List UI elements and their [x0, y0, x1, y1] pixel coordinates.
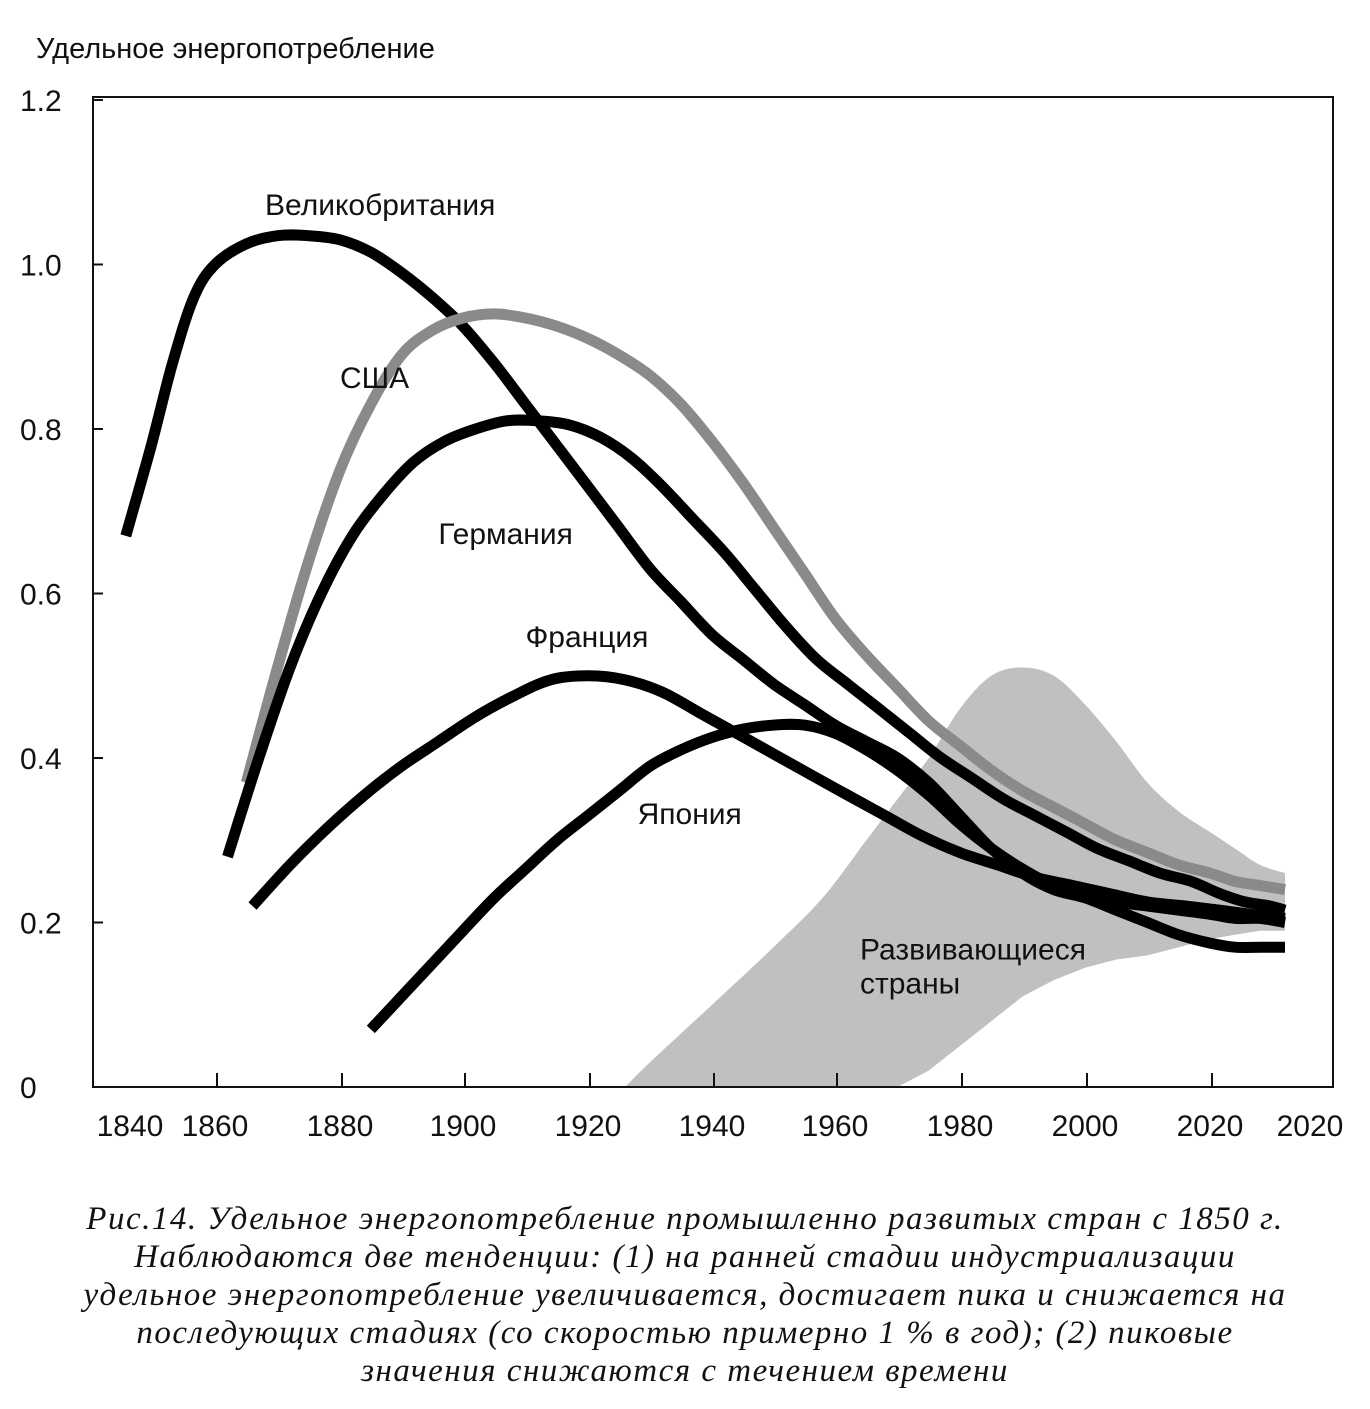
series-label: США — [340, 362, 409, 395]
band-label: страны — [860, 968, 960, 1001]
y-tick-label: 0 — [20, 1072, 37, 1105]
x-tick-label: 1880 — [307, 1110, 374, 1143]
y-axis-title: Удельное энергопотребление — [36, 33, 435, 65]
caption-line: Наблюдаются две тенденции: (1) на ранней… — [134, 1239, 1236, 1275]
x-tick-label: 2000 — [1052, 1110, 1119, 1143]
axis-ticks: 0 0.2 0.4 0.6 0.8 1.0 1.2 1840 1860 1880 1900 1920 1… — [20, 85, 1343, 1143]
x-tick-label: 1920 — [555, 1110, 622, 1143]
series-label: Германия — [438, 518, 573, 551]
x-tick-label: 2020 — [1177, 1110, 1244, 1143]
x-tick-label: 1940 — [679, 1110, 746, 1143]
x-tick-label: 1980 — [927, 1110, 994, 1143]
y-tick-label: 1.2 — [20, 85, 62, 118]
series-label: Франция — [526, 621, 649, 654]
series-labels: Великобритания США Германия Франция Япония Ра… — [265, 189, 1086, 1000]
developing-countries-band — [625, 667, 1285, 1087]
series-label: Япония — [638, 798, 742, 831]
caption-line: значения снижаются с течением времени — [361, 1353, 1009, 1389]
series-line — [366, 718, 1286, 1034]
caption-line: последующих стадиях (со скоростью пример… — [136, 1315, 1234, 1351]
caption-line: Рис.14. Удельное энергопотребление промы… — [86, 1201, 1284, 1237]
x-tick-label: 1960 — [802, 1110, 869, 1143]
series-label: Великобритания — [265, 189, 495, 222]
series-line — [240, 308, 1286, 896]
band-area — [625, 667, 1285, 1087]
figure-caption: Рис.14. Удельное энергопотребление промы… — [20, 1200, 1350, 1390]
y-tick-label: 0.4 — [20, 743, 62, 776]
x-tick-label: 1900 — [430, 1110, 497, 1143]
series-line — [222, 414, 1287, 916]
y-tick-label: 0.6 — [20, 579, 62, 612]
series-lines — [120, 229, 1287, 1034]
x-tick-label: 1860 — [182, 1110, 249, 1143]
x-tick-label: 2020 — [1277, 1110, 1344, 1143]
series-line — [248, 670, 1286, 924]
energy-intensity-chart: Удельное энергопотребление 0 0.2 0.4 0.6 0.8… — [20, 33, 1343, 1143]
x-tick-label: 1840 — [97, 1110, 164, 1143]
caption-line: удельное энергопотребление увеличивается… — [83, 1277, 1287, 1313]
y-tick-label: 0.8 — [20, 414, 62, 447]
band-label: Развивающиеся — [860, 934, 1086, 967]
y-tick-label: 1.0 — [20, 250, 62, 283]
y-tick-label: 0.2 — [20, 908, 62, 941]
